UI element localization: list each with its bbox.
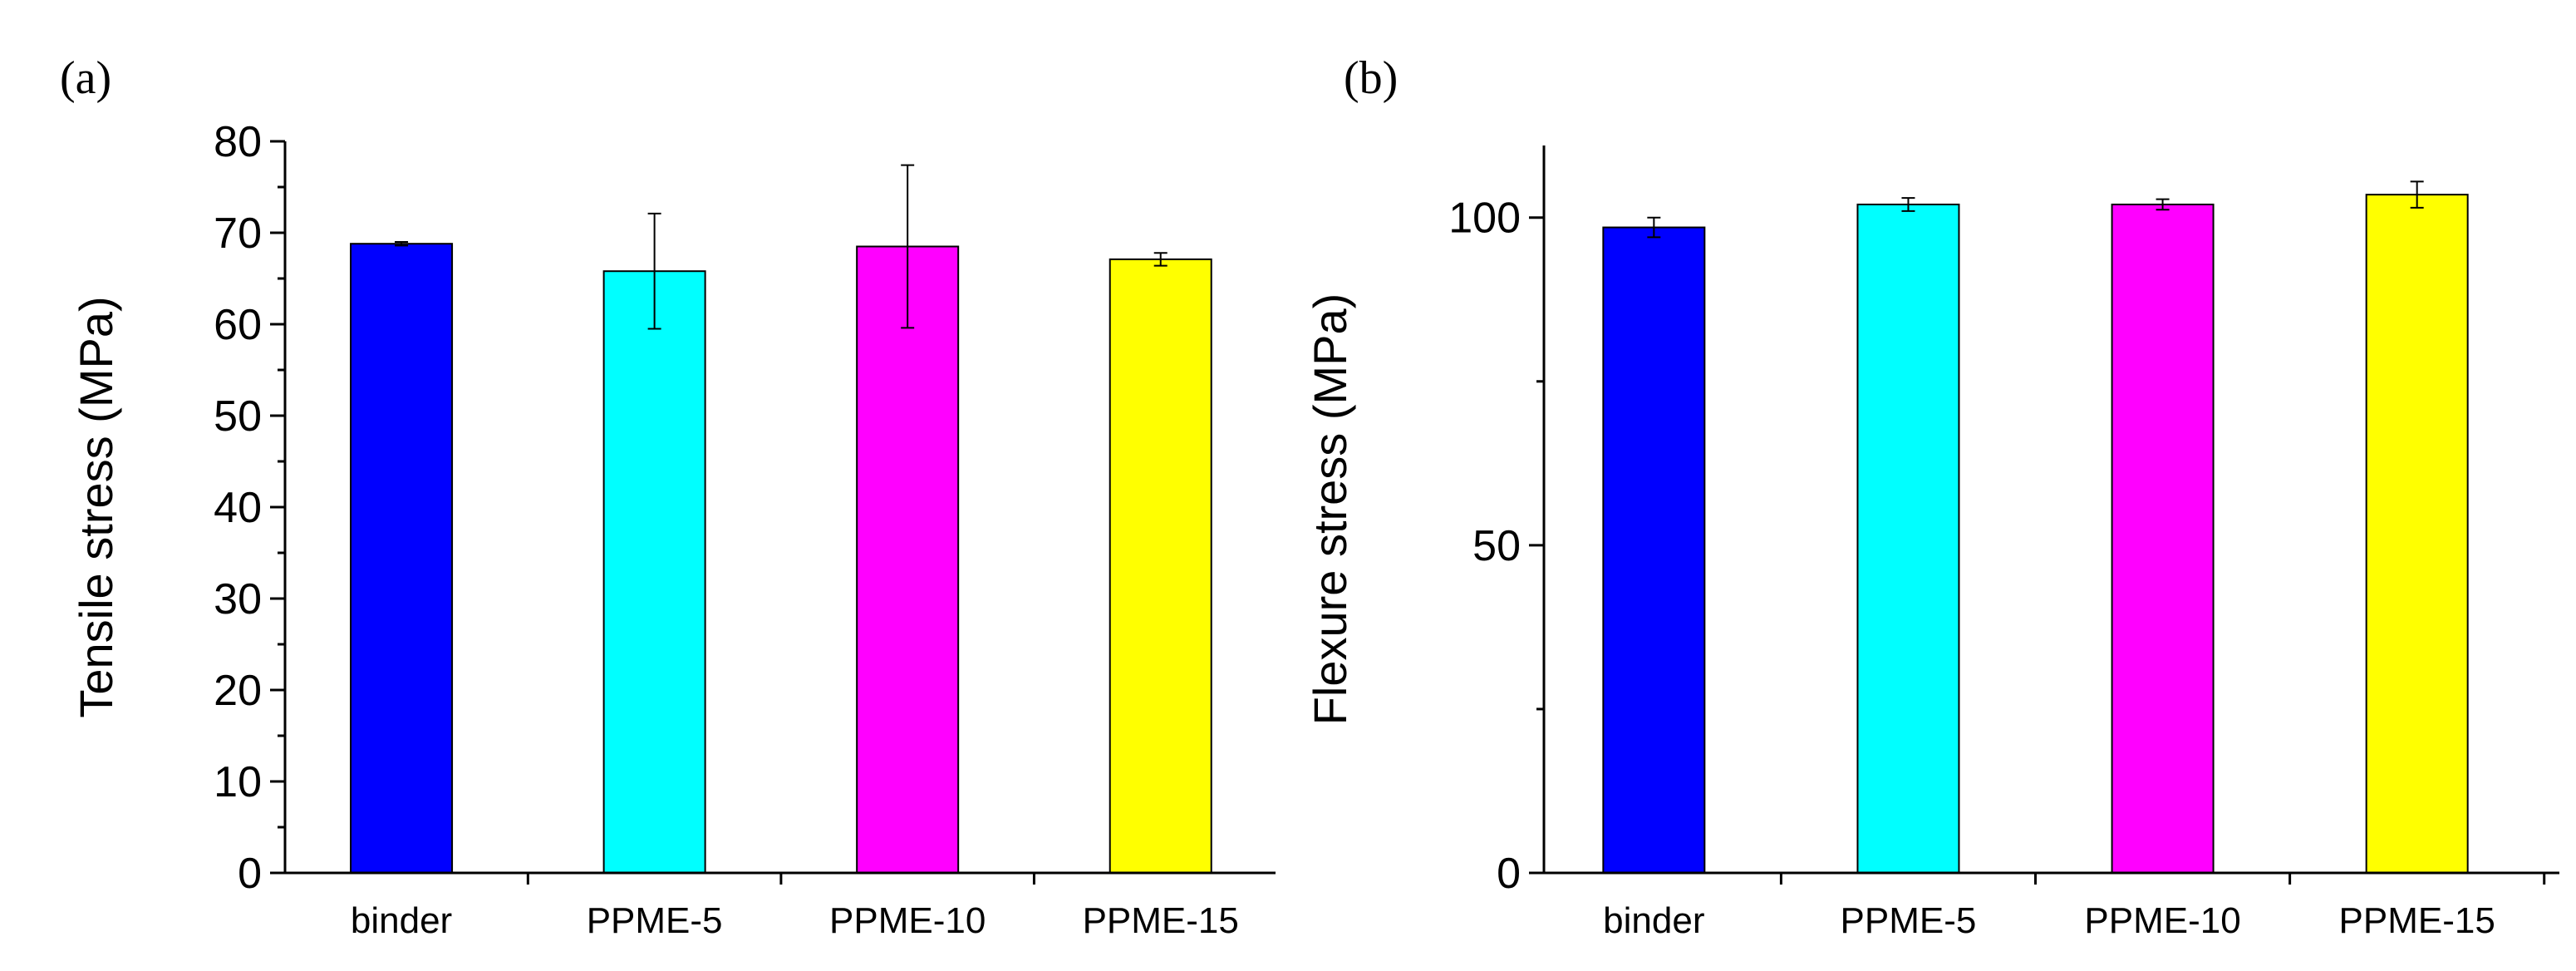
y-axis-title: Flexure stress (MPa) — [1304, 293, 1356, 726]
error-bar-ppme-10 — [2156, 198, 2170, 211]
x-tick-label: PPME-5 — [1841, 900, 1977, 941]
panel-label: (b) — [1344, 52, 1398, 104]
y-tick-label: 50 — [214, 392, 262, 441]
x-tick-label: binder — [1603, 900, 1704, 941]
bar-binder — [1602, 226, 1706, 875]
y-tick-label: 40 — [214, 484, 262, 532]
x-tick-label: PPME-15 — [1083, 900, 1239, 941]
chart-panel-b: (b) binder PPME-5 PPME-10 PPME-15 0 50 100 Flexu… — [1304, 52, 2559, 941]
y-tick-label: 60 — [214, 301, 262, 349]
y-tick-label: 0 — [1497, 850, 1521, 898]
y-tick-label: 30 — [214, 575, 262, 624]
bar-ppme-5 — [1856, 203, 1960, 875]
bar-ppme-15 — [2365, 194, 2469, 874]
error-bar-ppme-5 — [647, 212, 661, 330]
y-tick-label: 10 — [214, 758, 262, 806]
bar-ppme-5 — [602, 270, 706, 874]
x-tick-label: PPME-10 — [829, 900, 986, 941]
x-tick-label: PPME-10 — [2084, 900, 2240, 941]
chart-panel-a: (a) binder PPME-5 PPME-10 PPME-15 0 10 20 30 40 50… — [60, 52, 1276, 941]
x-tick-label: binder — [351, 900, 452, 941]
error-bar-ppme-15 — [1153, 252, 1168, 267]
y-tick-label: 0 — [238, 850, 262, 898]
x-tick-label: PPME-5 — [587, 900, 723, 941]
error-bar-ppme-5 — [1901, 197, 1915, 212]
y-tick-label: 20 — [214, 667, 262, 715]
error-bar-binder — [395, 241, 409, 247]
y-axis-title: Tensile stress (MPa) — [70, 296, 122, 717]
y-tick-label: 80 — [214, 118, 262, 166]
error-bar-ppme-15 — [2410, 180, 2424, 209]
error-bar-binder — [1647, 216, 1661, 239]
y-tick-label: 70 — [214, 209, 262, 258]
bar-binder — [350, 243, 454, 874]
panel-label: (a) — [60, 52, 111, 104]
bar-ppme-10 — [856, 245, 960, 874]
y-tick-label: 50 — [1472, 522, 1521, 570]
y-tick-label: 100 — [1448, 195, 1521, 243]
x-tick-label: PPME-15 — [2339, 900, 2495, 941]
bar-ppme-15 — [1109, 258, 1212, 874]
bar-ppme-10 — [2111, 203, 2215, 875]
error-bar-ppme-10 — [901, 164, 915, 329]
